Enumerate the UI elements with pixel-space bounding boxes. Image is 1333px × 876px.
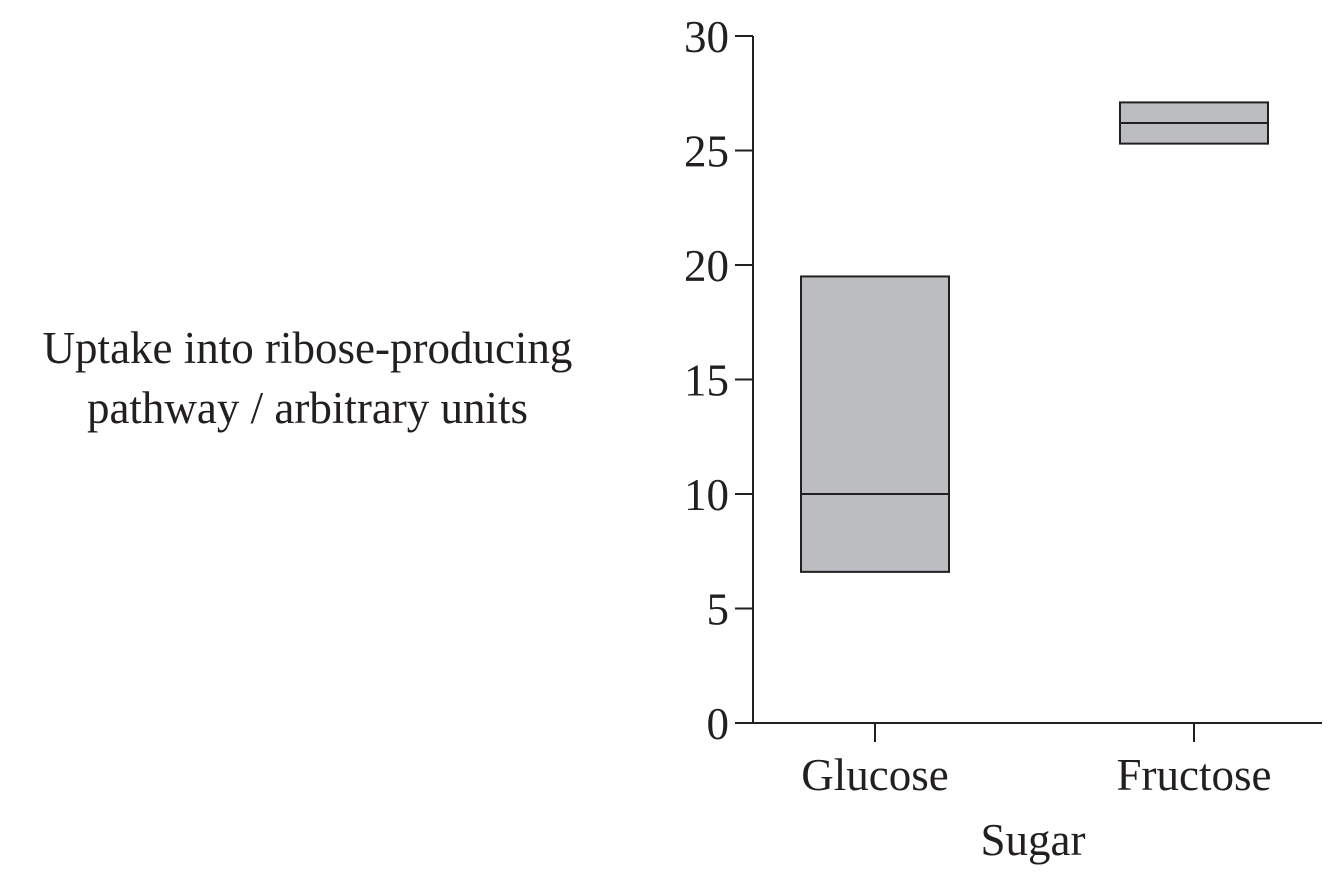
- y-tick-label: 10: [684, 470, 729, 520]
- x-axis: Glucose Fructose: [753, 722, 1322, 800]
- box-glucose: [800, 275, 950, 573]
- x-tick-label: Glucose: [801, 750, 948, 800]
- y-tick-label: 5: [707, 585, 730, 635]
- y-axis: 0 5 10 15 20 25 30: [684, 12, 754, 749]
- y-axis-label-line-2: pathway / arbitrary units: [86, 383, 529, 433]
- boxes: [800, 101, 1269, 573]
- x-axis-label: Sugar: [981, 815, 1086, 865]
- y-tick-label: 20: [684, 241, 729, 291]
- y-axis-label: Uptake into ribose-producing pathway / a…: [0, 318, 615, 438]
- y-tick-label: 0: [707, 699, 730, 749]
- y-axis-label-line-1: Uptake into ribose-producing: [42, 323, 573, 373]
- x-tick-label: Fructose: [1117, 750, 1272, 800]
- y-tick-label: 25: [684, 127, 729, 177]
- y-tick-label: 15: [684, 356, 729, 406]
- y-tick-label: 30: [684, 12, 729, 62]
